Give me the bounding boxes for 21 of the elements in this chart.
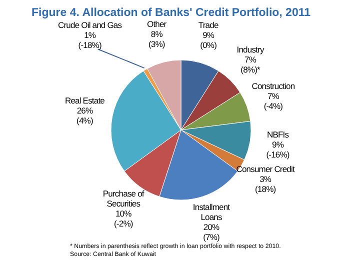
- slice-label: Crude Oil and Gas: [58, 20, 122, 30]
- slice-label: Purchase of Securities: [102, 188, 145, 209]
- slice-label: Industry: [236, 44, 265, 55]
- slice-label: Real Estate: [64, 96, 106, 106]
- data-label: 9% (-16%): [266, 140, 290, 160]
- slice-label: Trade: [198, 20, 219, 30]
- slice-label: NBFIs: [266, 130, 289, 140]
- data-label: 10% (-2%): [114, 208, 134, 229]
- slice-label: Construction: [252, 81, 296, 92]
- data-label: 7% (-4%): [264, 91, 284, 112]
- data-label: 7% (8%)*: [240, 54, 262, 75]
- data-label: 1% (-18%): [78, 30, 102, 50]
- data-label: 20% (7%): [203, 222, 220, 242]
- data-label: 26% (4%): [76, 106, 94, 126]
- data-label: 3% (18%): [255, 174, 276, 194]
- chart-title: Figure 4. Allocation of Banks' Credit Portfolio, 2011: [32, 7, 312, 19]
- slice-label: Other: [146, 19, 167, 30]
- data-label: 9% (0%): [200, 30, 218, 50]
- slice-label: Consumer Credit: [236, 164, 296, 174]
- slice-label: Installment Loans: [192, 202, 231, 222]
- data-label: 8% (3%): [148, 29, 166, 50]
